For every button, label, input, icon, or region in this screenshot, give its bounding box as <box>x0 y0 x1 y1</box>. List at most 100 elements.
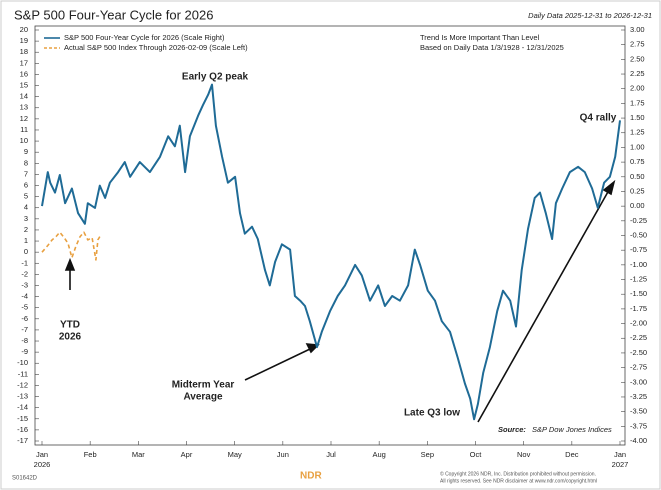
y2-tick-label: 1.75 <box>630 98 645 107</box>
y2-tick-label: -2.00 <box>630 319 647 328</box>
y-tick-label: -8 <box>21 336 28 345</box>
copyright: All rights reserved. See NDR disclaimer … <box>440 478 597 484</box>
y2-tick-label: -2.25 <box>630 333 647 342</box>
y2-tick-label: -2.50 <box>630 348 647 357</box>
y-tick-label: 20 <box>20 25 28 34</box>
y-tick-label: 8 <box>24 158 28 167</box>
y2-tick-label: -1.25 <box>630 275 647 284</box>
y-tick-label: 4 <box>24 203 28 212</box>
x-tick-label: Oct <box>470 450 483 459</box>
series-line <box>41 83 621 421</box>
y-tick-label: 12 <box>20 114 28 123</box>
x-tick-label: Feb <box>84 450 97 459</box>
x-tick-label: Jan <box>614 450 626 459</box>
y2-tick-label: 1.50 <box>630 113 645 122</box>
y2-tick-label: -3.50 <box>630 407 647 416</box>
y2-tick-label: 0.75 <box>630 157 645 166</box>
y2-tick-label: 1.00 <box>630 142 645 151</box>
x-tick-label: Apr <box>181 450 193 459</box>
y2-tick-label: -3.25 <box>630 392 647 401</box>
series-line <box>41 231 101 261</box>
chart-subtitle: Daily Data 2025-12-31 to 2026-12-31 <box>528 11 652 20</box>
note: Trend Is More Important Than Level <box>420 33 540 42</box>
x-tick-label: Mar <box>132 450 145 459</box>
x-tick-label: Jul <box>326 450 336 459</box>
arrows <box>64 179 616 423</box>
y-tick-label: 11 <box>20 125 28 134</box>
note: Based on Daily Data 1/3/1928 - 12/31/202… <box>420 43 564 52</box>
source: S&P Dow Jones Indices <box>532 425 612 434</box>
y-tick-label: -17 <box>17 436 28 445</box>
x-year-label: 2026 <box>34 460 51 469</box>
y-tick-label: -3 <box>21 280 28 289</box>
annotation: 2026 <box>59 332 82 343</box>
code: S01642D <box>12 476 38 482</box>
y-tick-label: 16 <box>20 69 28 78</box>
y-tick-label: 2 <box>24 225 28 234</box>
y2-tick-label: -4.00 <box>630 436 647 445</box>
copyright: © Copyright 2026 NDR, Inc. Distribution … <box>440 470 596 477</box>
y2-tick-label: 0.00 <box>630 201 645 210</box>
x-tick-label: Dec <box>565 450 579 459</box>
y-tick-label: 14 <box>20 92 28 101</box>
y-tick-label: 0 <box>24 247 28 256</box>
annotation: Q4 rally <box>580 113 617 124</box>
y-tick-label: -15 <box>17 414 28 423</box>
y2-tick-label: -0.50 <box>630 230 647 239</box>
y2-tick-label: -3.00 <box>630 377 647 386</box>
annotation: YTD <box>60 320 80 331</box>
y-tick-label: 18 <box>20 47 28 56</box>
y-tick-label: -4 <box>21 292 28 301</box>
y-tick-label: -14 <box>17 403 28 412</box>
y-tick-label: -13 <box>17 392 28 401</box>
y-tick-label: -6 <box>21 314 28 323</box>
y-tick-label: 15 <box>20 81 28 90</box>
y2-tick-label: 2.00 <box>630 84 645 93</box>
y-tick-label: -2 <box>21 269 28 278</box>
y-tick-label: -11 <box>18 369 28 378</box>
arrow-head <box>602 179 616 196</box>
x-tick-label: Jun <box>277 450 289 459</box>
y-tick-label: -16 <box>17 425 28 434</box>
y2-tick-label: 1.25 <box>630 128 645 137</box>
y2-tick-label: 2.25 <box>630 69 645 78</box>
y-tick-label: 9 <box>24 147 28 156</box>
y2-tick-label: -1.00 <box>630 260 647 269</box>
y2-tick-label: 2.75 <box>630 40 645 49</box>
y2-tick-label: -1.50 <box>630 289 647 298</box>
y-tick-label: -9 <box>21 347 28 356</box>
legend-label: S&P 500 Four-Year Cycle for 2026 (Scale … <box>64 33 225 42</box>
y2-tick-label: 2.50 <box>630 54 645 63</box>
y-tick-label: 3 <box>24 214 28 223</box>
y-tick-label: -7 <box>21 325 28 334</box>
arrow <box>477 189 610 423</box>
arrow <box>244 348 311 381</box>
y-tick-label: -10 <box>17 358 28 367</box>
y2-tick-label: 3.00 <box>630 25 645 34</box>
x-tick-label: May <box>228 450 242 459</box>
annotation: Average <box>183 392 223 403</box>
arrow-head <box>305 343 320 354</box>
y-tick-label: -5 <box>21 303 28 312</box>
y-tick-label: 13 <box>20 103 28 112</box>
y-tick-label: 5 <box>24 192 28 201</box>
y-tick-label: -12 <box>17 380 28 389</box>
y2-tick-label: -3.75 <box>630 421 647 430</box>
chart-title: S&P 500 Four-Year Cycle for 2026 <box>14 7 213 22</box>
logo: NDR <box>300 471 322 482</box>
y2-tick-label: -0.75 <box>630 245 647 254</box>
y-tick-label: 17 <box>20 58 28 67</box>
annotation: Early Q2 peak <box>182 72 249 83</box>
x-tick-label: Nov <box>517 450 531 459</box>
arrow-head <box>64 257 76 271</box>
annotation: Late Q3 low <box>404 408 460 419</box>
y-tick-label: 1 <box>24 236 28 245</box>
x-tick-label: Sep <box>421 450 434 459</box>
y2-tick-label: -1.75 <box>630 304 647 313</box>
x-year-label: 2027 <box>612 460 629 469</box>
annotation: Midterm Year <box>172 380 235 391</box>
y-tick-label: 6 <box>24 180 28 189</box>
